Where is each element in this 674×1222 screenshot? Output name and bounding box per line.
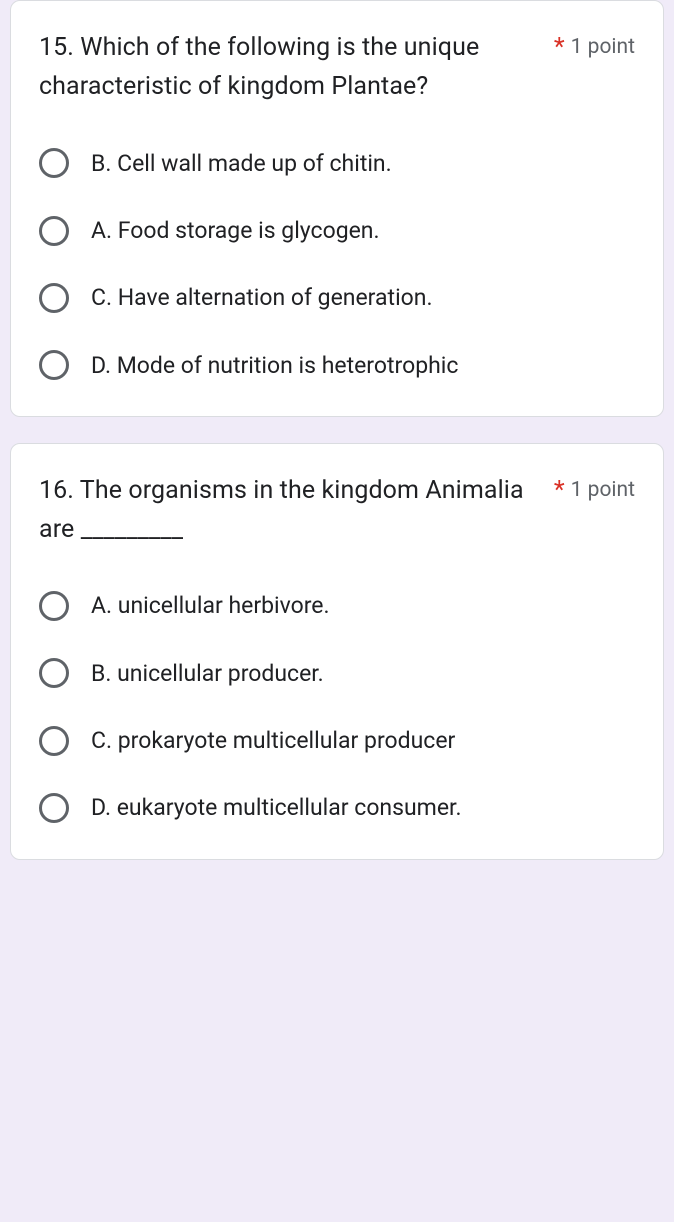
question-header: 15. Which of the following is the unique… bbox=[39, 29, 635, 107]
radio-icon[interactable] bbox=[39, 726, 69, 756]
option-row[interactable]: B. Cell wall made up of chitin. bbox=[39, 147, 635, 180]
option-label: C. Have alternation of generation. bbox=[91, 281, 433, 314]
radio-icon[interactable] bbox=[39, 148, 69, 178]
radio-icon[interactable] bbox=[39, 793, 69, 823]
radio-icon[interactable] bbox=[39, 216, 69, 246]
required-asterisk: * bbox=[554, 29, 565, 68]
option-label: D. Mode of nutrition is heterotrophic bbox=[91, 349, 458, 382]
option-label: D. eukaryote multicellular consumer. bbox=[91, 791, 462, 824]
question-text: 16. The organisms in the kingdom Animali… bbox=[39, 472, 544, 550]
option-row[interactable]: A. unicellular herbivore. bbox=[39, 589, 635, 622]
option-label: A. unicellular herbivore. bbox=[91, 589, 330, 622]
question-card: 16. The organisms in the kingdom Animali… bbox=[10, 443, 664, 860]
required-asterisk: * bbox=[554, 472, 565, 511]
option-row[interactable]: B. unicellular producer. bbox=[39, 657, 635, 690]
option-row[interactable]: C. prokaryote multicellular producer bbox=[39, 724, 635, 757]
option-label: B. Cell wall made up of chitin. bbox=[91, 147, 392, 180]
question-text: 15. Which of the following is the unique… bbox=[39, 29, 544, 107]
option-row[interactable]: D. eukaryote multicellular consumer. bbox=[39, 791, 635, 824]
radio-icon[interactable] bbox=[39, 350, 69, 380]
radio-icon[interactable] bbox=[39, 591, 69, 621]
question-points: 1 point bbox=[571, 29, 635, 67]
option-row[interactable]: D. Mode of nutrition is heterotrophic bbox=[39, 349, 635, 382]
option-row[interactable]: A. Food storage is glycogen. bbox=[39, 214, 635, 247]
radio-icon[interactable] bbox=[39, 658, 69, 688]
question-header: 16. The organisms in the kingdom Animali… bbox=[39, 472, 635, 550]
question-card: 15. Which of the following is the unique… bbox=[10, 0, 664, 417]
option-label: A. Food storage is glycogen. bbox=[91, 214, 380, 247]
option-label: C. prokaryote multicellular producer bbox=[91, 724, 455, 757]
radio-icon[interactable] bbox=[39, 283, 69, 313]
question-points: 1 point bbox=[571, 472, 635, 510]
option-row[interactable]: C. Have alternation of generation. bbox=[39, 281, 635, 314]
option-label: B. unicellular producer. bbox=[91, 657, 324, 690]
